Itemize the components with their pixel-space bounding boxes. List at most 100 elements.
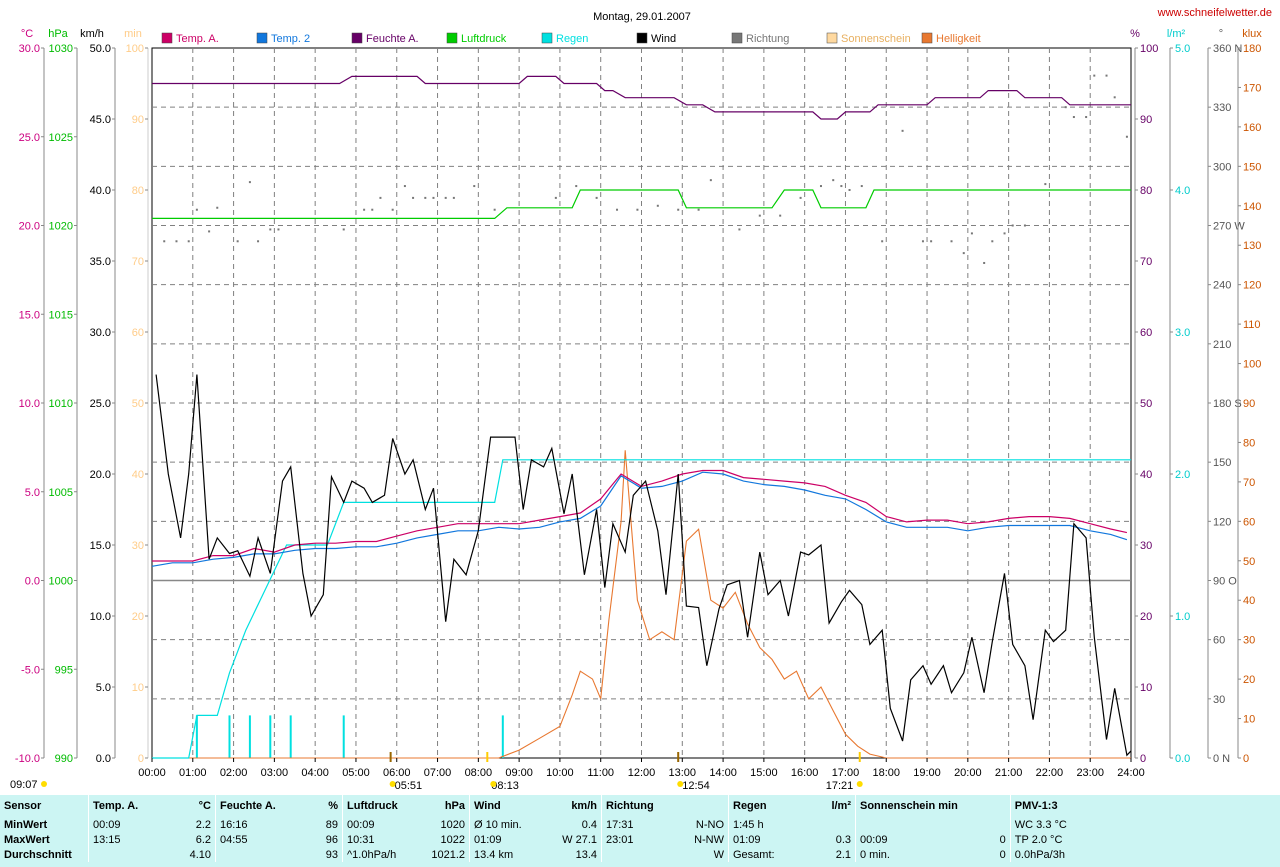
stats-header-wind: Wind — [469, 795, 533, 817]
light-axis-tick-label: 10 — [1243, 714, 1255, 726]
direction-point — [1093, 74, 1096, 77]
direction-point — [379, 196, 382, 199]
x-tick-label: 22:00 — [1036, 767, 1064, 779]
stats-header-press: Luftdruck — [342, 795, 421, 817]
wind-axis-tick-label: 25.0 — [90, 398, 111, 410]
sun-axis-tick-label: 50 — [132, 398, 144, 410]
rain-axis-tick-label: 3.0 — [1175, 327, 1190, 339]
sun-event-marker — [490, 781, 497, 787]
stats-cell — [215, 847, 294, 862]
stats-cell: 0.4 — [581, 818, 597, 831]
direction-point — [432, 196, 435, 199]
light-axis-tick-label: 70 — [1243, 477, 1255, 489]
rain-axis-tick-label: 5.0 — [1175, 43, 1190, 55]
direction-point — [697, 208, 700, 211]
x-axis: 00:00 01:00 02:00 03:00 04:00 05:00 06:00 07:00… — [10, 752, 1145, 792]
temp-axis-tick-label: 15.0 — [19, 309, 40, 321]
light-axis-tick-label: 20 — [1243, 674, 1255, 686]
light-axis-tick-label: 60 — [1243, 516, 1255, 528]
stats-cell: W — [713, 848, 724, 861]
legend-label: Regen — [556, 33, 588, 45]
light-axis-tick-label: 0 — [1243, 753, 1249, 765]
rain-axis-tick-label: 2.0 — [1175, 469, 1190, 481]
x-tick-label: 03:00 — [261, 767, 289, 779]
axes: 30.025.020.015.010.05.00.0-5.0-10.010301… — [15, 43, 1261, 765]
sun-event-marker — [677, 781, 684, 787]
light-axis-tick-label: 140 — [1243, 201, 1261, 213]
direction-point — [575, 185, 578, 188]
direction-point — [1044, 183, 1047, 186]
light-axis-tick-label: 110 — [1243, 319, 1261, 331]
x-tick-label: 20:00 — [954, 767, 982, 779]
x-tick-label: 16:00 — [791, 767, 819, 779]
direction-point — [195, 208, 198, 211]
rain-series-line — [152, 459, 1131, 759]
direction-point — [1064, 106, 1067, 109]
direction-point — [424, 196, 427, 199]
stats-cell: Ø 10 min. — [469, 817, 533, 832]
wind-axis-tick-label: 20.0 — [90, 469, 111, 481]
stats-header-hum-unit: % — [328, 800, 338, 812]
pressure-axis-tick-label: 1030 — [49, 43, 73, 55]
stats-cell: 01:09 — [728, 832, 797, 847]
sun-unit-label: min — [124, 28, 142, 40]
humidity-axis-tick-label: 90 — [1140, 114, 1152, 126]
direction-point — [738, 228, 741, 231]
stats-cell: 93 — [325, 848, 338, 861]
stats-header-wind-unit: km/h — [571, 800, 597, 812]
wind-series-line — [155, 374, 1132, 757]
legend-label: Luftdruck — [461, 33, 507, 45]
pressure-axis-tick-label: 1000 — [49, 576, 73, 588]
rain-axis-tick-label: 4.0 — [1175, 185, 1190, 197]
website-link[interactable]: www.schneifelwetter.de — [1157, 7, 1272, 19]
stats-cell: 01:09 — [469, 832, 533, 847]
direction-point — [677, 208, 680, 211]
stats-cell: 10:31 — [342, 832, 421, 847]
direction-point — [371, 208, 374, 211]
direction-axis-tick-label: 180 S — [1213, 398, 1242, 410]
direction-point — [779, 214, 782, 217]
temp-axis-tick-label: -5.0 — [21, 664, 40, 676]
direction-point — [840, 185, 843, 188]
direction-point — [269, 228, 272, 231]
legend-swatch — [826, 32, 838, 44]
direction-point — [1105, 74, 1108, 77]
humidity-axis-tick-label: 40 — [1140, 469, 1152, 481]
sun-axis-tick-label: 30 — [132, 540, 144, 552]
sun-event-marker — [856, 781, 863, 787]
legend-label: Sonnenschein — [841, 33, 911, 45]
x-tick-label: 13:00 — [669, 767, 697, 779]
stats-header-press-unit: hPa — [444, 800, 465, 812]
direction-point — [403, 185, 406, 188]
stats-cell: 2.1 — [835, 848, 851, 861]
light-axis-tick-label: 90 — [1243, 398, 1255, 410]
pressure-unit-label: hPa — [48, 28, 68, 40]
direction-axis-tick-label: 300 — [1213, 161, 1231, 173]
rain-axis-tick-label: 0.0 — [1175, 753, 1190, 765]
sun-event-marker — [41, 781, 47, 787]
temp-axis-tick-label: 25.0 — [19, 132, 40, 144]
x-tick-label: 04:00 — [301, 767, 329, 779]
direction-axis-tick-label: 120 — [1213, 516, 1231, 528]
chart-title: Montag, 29.01.2007 — [593, 11, 691, 23]
sun-event-label: 12:54 — [682, 780, 710, 792]
stats-cell — [962, 817, 1011, 832]
stats-cell: 0 — [999, 833, 1006, 846]
legend-label: Temp. 2 — [271, 33, 310, 45]
stats-row-max: MaxWert 13:15 6.2 04:55 96 10:31 1022 01… — [0, 832, 1280, 847]
direction-axis-tick-label: 330 — [1213, 102, 1231, 114]
temp-unit-label: °C — [21, 28, 33, 40]
direction-point — [216, 206, 219, 209]
light-axis-tick-label: 40 — [1243, 595, 1255, 607]
weather-chart: Montag, 29.01.2007 www.schneifelwetter.d… — [10, 7, 1272, 792]
stats-header-temp: Temp. A. — [88, 795, 157, 817]
direction-point — [950, 240, 953, 243]
sun-axis-tick-label: 20 — [132, 611, 144, 623]
sun-event-label: 08:13 — [491, 780, 519, 792]
direction-point — [412, 196, 415, 199]
x-tick-label: 14:00 — [709, 767, 737, 779]
plot-area — [151, 74, 1132, 759]
light-axis-tick-label: 170 — [1243, 82, 1261, 94]
wind-axis-tick-label: 30.0 — [90, 327, 111, 339]
stats-header-rain: Regen — [728, 795, 797, 817]
